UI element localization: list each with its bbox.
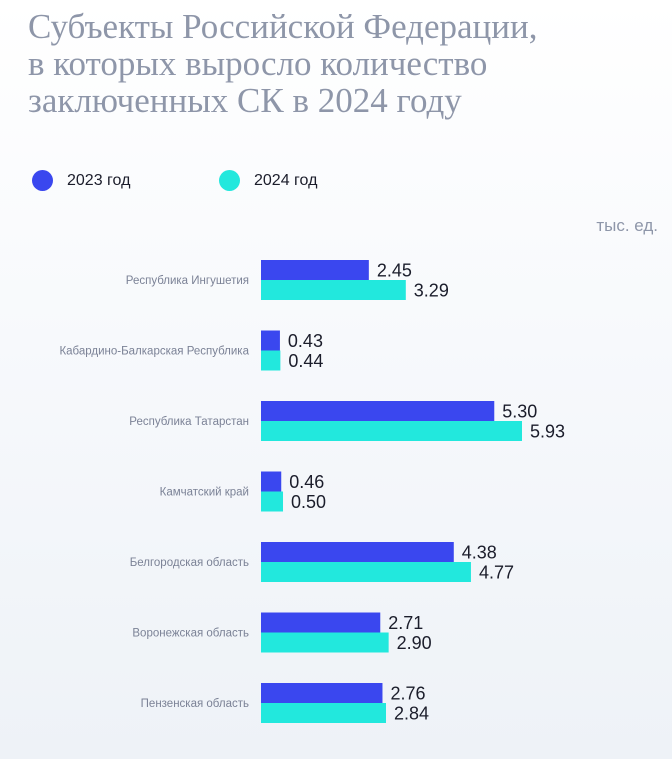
value-label-2023: 2.45	[377, 261, 412, 281]
category-label: Камчатский край	[160, 487, 249, 499]
value-label-2023: 5.30	[502, 402, 537, 422]
bar-2024	[261, 280, 406, 300]
bar-2023	[261, 401, 495, 421]
bar-2023	[261, 683, 383, 703]
bar-2023	[261, 542, 454, 562]
chart-title-line-3: заключенных СК в 2024 году	[28, 81, 462, 120]
bar-2024	[261, 562, 471, 582]
bar-2024	[261, 350, 281, 371]
value-label-2024: 2.90	[397, 633, 432, 653]
value-label-2023: 2.71	[388, 613, 423, 633]
value-label-2024: 2.84	[394, 704, 429, 724]
bar-2023	[261, 612, 381, 633]
legend-label-2024: 2024 год	[254, 172, 318, 189]
value-label-2023: 2.76	[390, 684, 425, 704]
bar-2024	[261, 632, 389, 653]
chart-title: Субъекты Российской Федерации, в которых…	[28, 8, 658, 119]
category-label: Воронежская область	[132, 628, 249, 640]
value-label-2023: 0.46	[289, 472, 324, 492]
chart-title-line-1: Субъекты Российской Федерации,	[28, 7, 538, 46]
category-label: Республика Ингушетия	[126, 275, 249, 287]
category-label: Белгородская область	[130, 557, 249, 569]
value-label-2023: 0.43	[288, 331, 323, 351]
value-label-2024: 0.50	[291, 492, 326, 512]
value-label-2024: 3.29	[414, 281, 449, 301]
legend-dot-2023-icon	[32, 170, 53, 191]
value-label-2024: 0.44	[288, 351, 323, 371]
value-label-2023: 4.38	[462, 543, 497, 563]
legend-label-2023: 2023 год	[67, 172, 131, 189]
value-label-2024: 5.93	[530, 422, 565, 442]
legend-dot-2024-icon	[219, 170, 240, 191]
bar-2023	[261, 330, 280, 351]
bar-2024	[261, 703, 386, 723]
unit-label: тыс. ед.	[596, 216, 658, 235]
category-label: Кабардино-Балкарская Республика	[59, 346, 249, 358]
value-label-2024: 4.77	[479, 563, 514, 583]
bar-2023	[261, 471, 282, 492]
bar-2024	[261, 491, 284, 512]
bar-2024	[261, 421, 522, 441]
chart-title-line-2: в которых выросло количество	[28, 44, 488, 83]
category-label: Республика Татарстан	[129, 416, 249, 428]
category-label: Пензенская область	[141, 698, 249, 710]
bar-2023	[261, 260, 369, 280]
